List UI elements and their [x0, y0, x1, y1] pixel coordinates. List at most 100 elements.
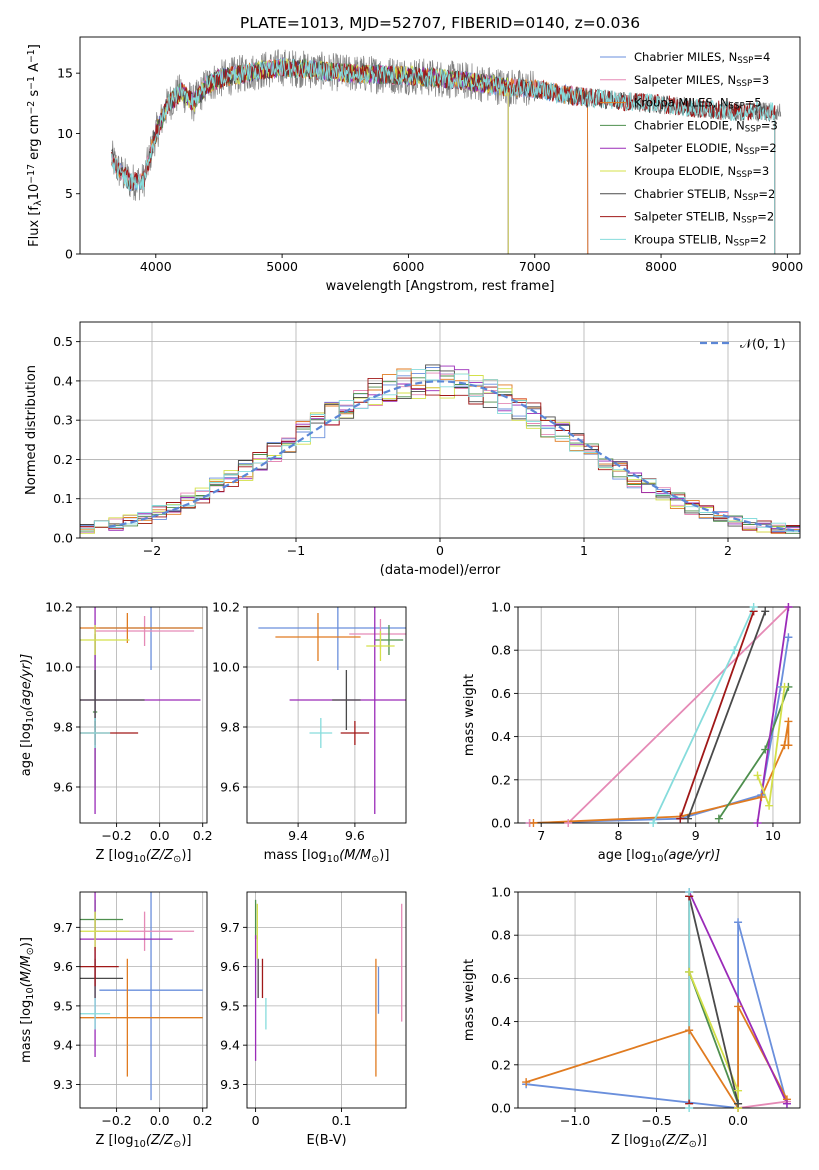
plot-area — [80, 607, 203, 814]
x-tick-label: 8 — [614, 828, 622, 843]
y-tick-label: 15 — [57, 66, 73, 81]
legend-label: Chabrier MILES, NSSP=4 — [634, 50, 770, 66]
panel-mass_weight_vs_Z: −1.0 −0.5 0.0 0.0 0.2 0.4 0.6 0.8 1.0 Z [log10(Z/… — [462, 885, 801, 1150]
mass-weight-line-chabrier_stelib — [688, 896, 739, 1104]
plus-marker — [734, 1086, 743, 1095]
panel-residuals: −2 −1 0 1 2 0.0 0.1 0.2 0.3 0.4 0.5 (data-model)/er… — [24, 321, 801, 578]
errorbar-point-chabrier_elodie — [374, 625, 404, 655]
y-tick-label: 0.8 — [491, 928, 511, 943]
mass-weight-line-chabrier_miles — [529, 637, 790, 823]
plus-marker — [685, 1026, 694, 1035]
plot-area — [258, 607, 406, 814]
plus-marker — [761, 607, 770, 616]
plus-marker — [734, 1002, 743, 1011]
x-tick-label: 0.2 — [193, 828, 213, 843]
y-tick-label: 9.6 — [53, 959, 73, 974]
y-axis-label: mass weight — [462, 959, 477, 1041]
errorbar-point-chabrier_stelib — [332, 670, 361, 730]
plus-marker — [564, 819, 573, 827]
errorbar-point-chabrier_miles — [99, 892, 203, 1101]
legend-label: Chabrier STELIB, NSSP=2 — [634, 187, 775, 203]
y-tick-label: 10.2 — [212, 600, 240, 615]
errorbar-point-kroupa_miles — [80, 958, 203, 1077]
legend-label: Salpeter MILES, NSSP=3 — [634, 73, 769, 89]
y-tick-label: 9.6 — [53, 780, 73, 795]
plus-marker — [749, 603, 758, 611]
spectrum-legend: Chabrier MILES, NSSP=4 Salpeter MILES, NS… — [600, 50, 778, 249]
y-tick-label: 10.2 — [45, 600, 73, 615]
plot-area — [80, 364, 800, 534]
x-axis-label: wavelength [Angstrom, rest frame] — [326, 279, 555, 294]
x-tick-label: 0 — [252, 1113, 260, 1128]
x-tick-label: 2 — [724, 543, 732, 558]
errorbar-point-chabrier_miles — [258, 607, 406, 670]
y-axis-label: mass weight — [462, 674, 477, 756]
errorbar-point-kroupa_elodie — [80, 625, 130, 655]
plus-marker — [784, 717, 793, 726]
mass-weight-line-salpeter_miles — [737, 1100, 788, 1108]
y-tick-label: 9.3 — [220, 1077, 240, 1092]
y-tick-label: 0.2 — [491, 772, 511, 787]
mass-weight-line-kroupa_elodie — [756, 686, 786, 807]
plus-marker — [784, 603, 793, 611]
plus-marker — [685, 888, 694, 896]
axes-frame — [79, 606, 208, 824]
plus-marker — [753, 771, 762, 780]
x-axis-label: Z [log10(Z/Z⊙)] — [96, 848, 192, 865]
y-tick-label: 0.4 — [491, 1014, 511, 1029]
y-tick-label: 10.0 — [212, 660, 240, 675]
x-tick-label: 0.0 — [150, 1113, 170, 1128]
panel-mass_vs_ebv: 0 0.1 9.3 9.4 9.5 9.6 9.7 E(B-V) — [220, 891, 407, 1148]
plus-marker — [761, 745, 770, 754]
legend-label: Chabrier ELODIE, NSSP=3 — [634, 118, 778, 134]
panel-age_vs_Z: −0.2 0.0 0.2 9.6 9.8 10.0 10.2 Z [log10(Z/Z⊙)] a… — [19, 600, 213, 865]
y-axis-label: Flux [fλ10−17 erg cm−2 s−1 A−1] — [26, 44, 43, 247]
y-tick-label: 0 — [65, 247, 73, 262]
plot-area — [254, 899, 403, 1077]
axes-frame — [246, 606, 407, 824]
plus-marker — [730, 646, 739, 655]
x-tick-label: −0.5 — [641, 1113, 671, 1128]
y-tick-label: 0.0 — [491, 1101, 511, 1116]
y-tick-label: 0.2 — [53, 452, 73, 467]
y-tick-label: 5 — [65, 186, 73, 201]
errorbar-point-kroupa_stelib — [80, 998, 111, 1030]
plus-marker — [753, 819, 762, 827]
x-tick-label: 8000 — [645, 259, 677, 274]
plus-marker — [649, 819, 658, 827]
errorbar-point-kroupa_elodie — [80, 911, 130, 951]
legend-label: Kroupa MILES, NSSP=5 — [634, 96, 762, 112]
errorbar-point-salpeter_stelib — [340, 721, 370, 745]
legend-label-normal: 𝒩(0, 1) — [740, 336, 786, 351]
y-tick-label: 9.7 — [53, 920, 73, 935]
y-tick-label: 9.4 — [220, 1038, 240, 1053]
y-tick-label: 0.4 — [491, 729, 511, 744]
plus-marker — [780, 682, 789, 691]
y-tick-label: 9.7 — [220, 920, 240, 935]
x-tick-label: 7 — [537, 828, 545, 843]
errorbar-point-salpeter_stelib — [80, 946, 119, 987]
x-axis-label: (data-model)/error — [380, 563, 501, 578]
y-tick-label: 9.5 — [53, 998, 73, 1013]
errorbar-point-salpeter_elodie — [289, 607, 406, 814]
axes-frame — [517, 891, 801, 1109]
mass-weight-line-kroupa_miles — [525, 1006, 788, 1108]
x-tick-label: −2 — [143, 543, 161, 558]
x-tick-label: −1 — [287, 543, 305, 558]
figure-title: PLATE=1013, MJD=52707, FIBERID=0140, z=0… — [240, 14, 640, 32]
x-tick-label: −0.2 — [101, 1113, 131, 1128]
y-tick-label: 9.4 — [53, 1038, 73, 1053]
errorbar-point-kroupa_miles — [80, 613, 203, 643]
legend-label: Kroupa STELIB, NSSP=2 — [634, 232, 767, 248]
x-axis-label: age [log10(age/yr)] — [598, 848, 721, 865]
x-tick-label: 10 — [765, 828, 781, 843]
y-tick-label: 9.5 — [220, 998, 240, 1013]
axes-frame — [246, 891, 407, 1109]
plus-marker — [522, 1078, 531, 1087]
y-axis-label: mass [log10(M/M⊙)] — [19, 937, 36, 1063]
x-tick-label: −1.0 — [560, 1113, 590, 1128]
y-tick-label: 0.3 — [53, 413, 73, 428]
mass-weight-line-salpeter_elodie — [688, 892, 788, 1105]
legend-label: Salpeter ELODIE, NSSP=2 — [634, 141, 777, 157]
